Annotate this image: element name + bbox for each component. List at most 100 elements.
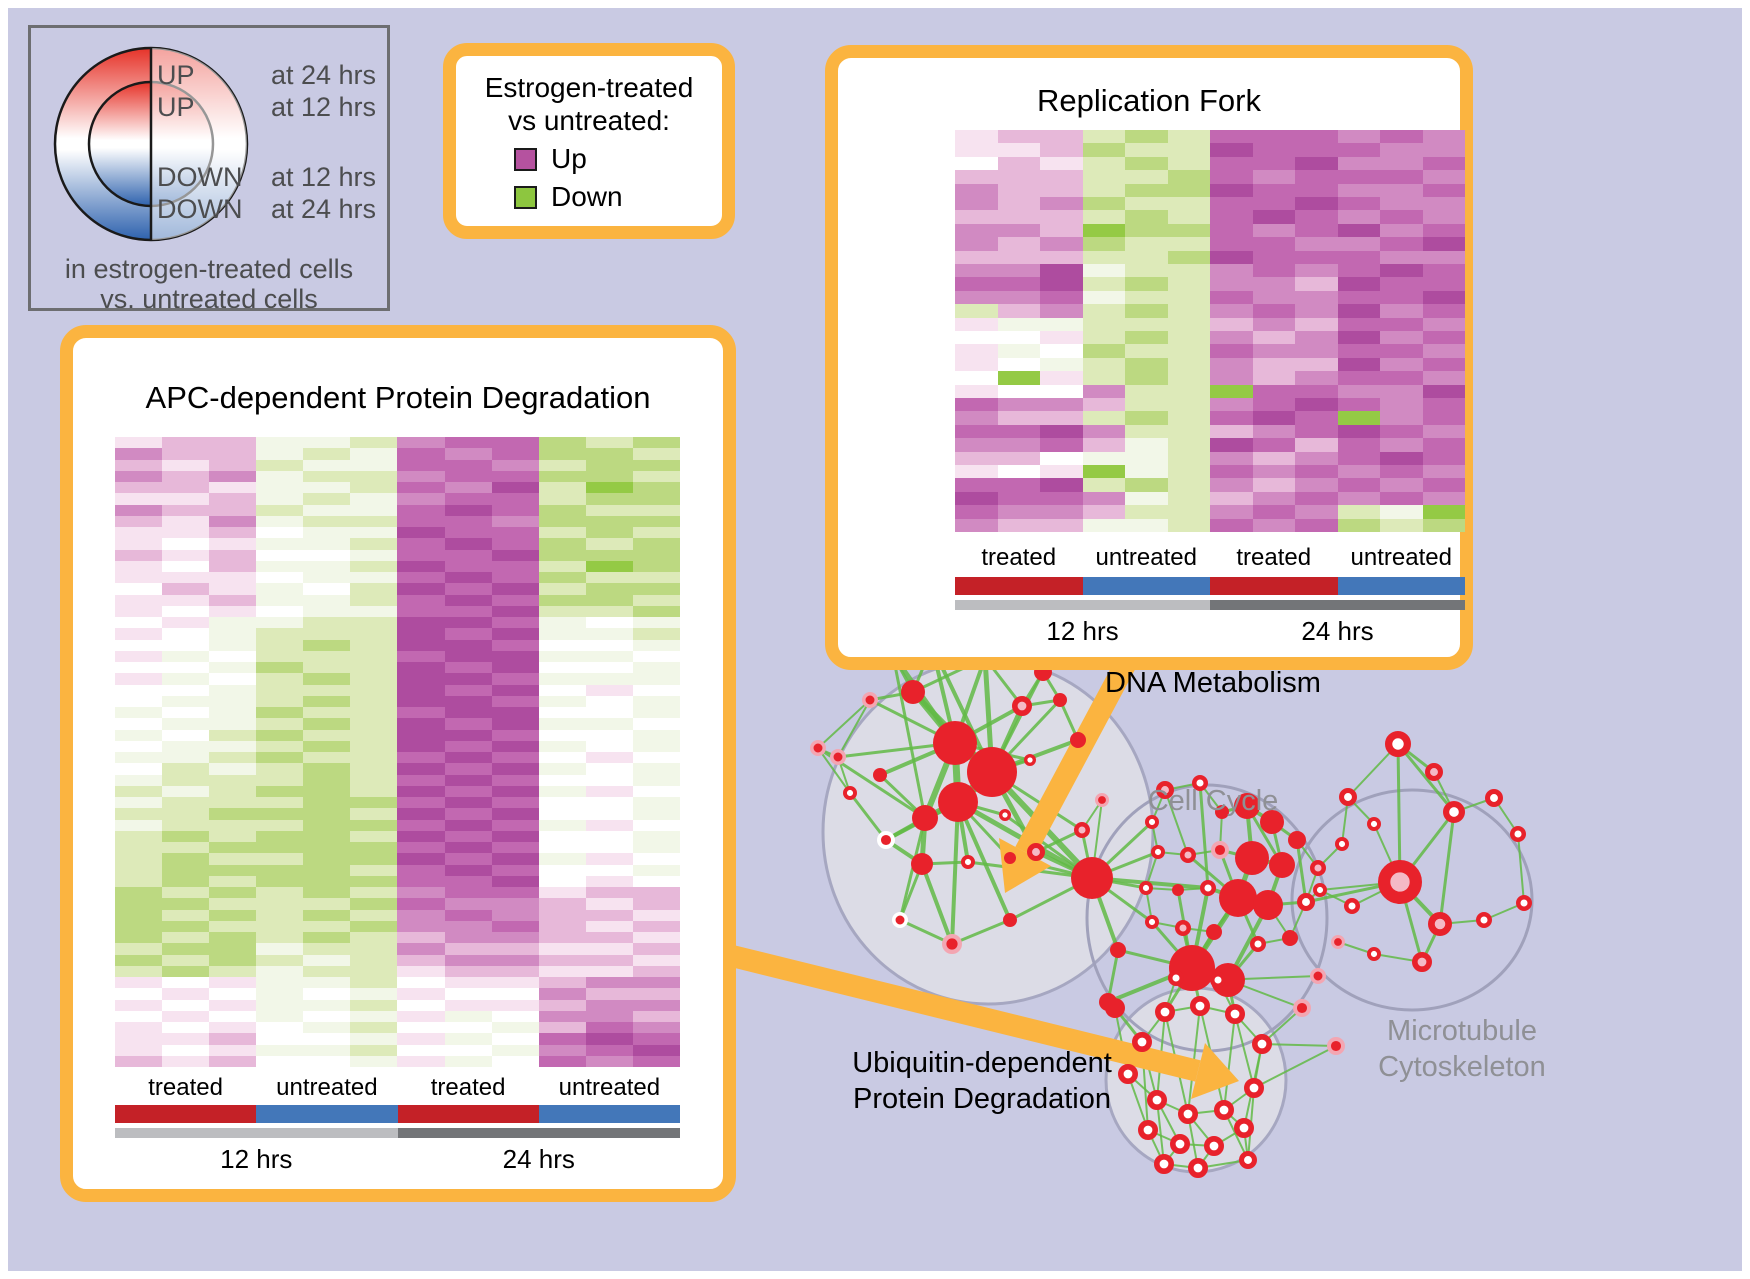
- heatmap-cell: [955, 143, 998, 157]
- heatmap-cell: [350, 437, 398, 449]
- heatmap-cell: [997, 170, 1040, 184]
- heatmap-cell: [209, 887, 257, 899]
- heatmap-cell: [538, 594, 586, 606]
- heatmap-cell: [1295, 464, 1338, 479]
- heatmap-cell: [538, 718, 586, 730]
- heatmap-cell: [585, 1022, 633, 1034]
- heatmap-cell: [955, 397, 998, 412]
- heatmap-cell: [350, 560, 398, 572]
- heatmap-cell: [632, 864, 680, 876]
- heatmap-cell: [997, 183, 1040, 197]
- heatmap-cell: [397, 617, 445, 629]
- replication-fork-heatmap: [955, 130, 1465, 532]
- heatmap-cell: [209, 695, 257, 707]
- heatmap-cell: [444, 752, 492, 764]
- heatmap-cell: [1295, 183, 1338, 197]
- heatmap-cell: [444, 650, 492, 662]
- heatmap-cell: [1167, 411, 1210, 425]
- heatmap-cell: [1422, 491, 1465, 506]
- heatmap-cell: [397, 819, 445, 831]
- heatmap-cell: [997, 505, 1040, 519]
- heatmap-cell: [955, 357, 998, 372]
- heatmap-cell: [350, 920, 398, 932]
- heatmap-cell: [1082, 411, 1125, 425]
- heatmap-cell: [1040, 411, 1083, 425]
- heatmap-cell: [397, 560, 445, 572]
- heatmap-cell: [115, 617, 163, 629]
- heatmap-cell: [350, 1010, 398, 1022]
- heatmap-cell: [350, 808, 398, 820]
- heatmap-cell: [632, 920, 680, 932]
- heatmap-cell: [632, 819, 680, 831]
- heatmap-cell: [350, 932, 398, 944]
- heatmap-cell: [350, 459, 398, 471]
- heatmap-cell: [585, 965, 633, 977]
- heatmap-cell: [397, 988, 445, 1000]
- heatmap-cell: [632, 583, 680, 595]
- heatmap-cell: [585, 752, 633, 764]
- heatmap-cell: [1040, 143, 1083, 157]
- heatmap-cell: [585, 999, 633, 1011]
- heatmap-cell: [115, 639, 163, 651]
- apc-group-label-2: untreated: [276, 1074, 378, 1101]
- heatmap-cell: [585, 830, 633, 842]
- heatmap-cell: [1380, 451, 1423, 465]
- heatmap-cell: [350, 504, 398, 516]
- ring-caption-line2: vs. untreated cells: [100, 284, 318, 308]
- heatmap-cell: [538, 1033, 586, 1045]
- heatmap-cell: [491, 853, 539, 865]
- heatmap-cell: [955, 384, 998, 398]
- heatmap-cell: [491, 999, 539, 1011]
- heatmap-cell: [491, 1022, 539, 1034]
- heatmap-cell: [491, 830, 539, 842]
- heatmap-cell: [397, 639, 445, 651]
- heatmap-cell: [115, 1033, 163, 1045]
- heatmap-cell: [162, 898, 210, 910]
- up-label: Up: [551, 143, 587, 174]
- heatmap-cell: [997, 304, 1040, 318]
- heatmap-cell: [1082, 237, 1125, 251]
- heatmap-cell: [538, 527, 586, 539]
- heatmap-cell: [397, 1033, 445, 1045]
- heatmap-cell: [1210, 317, 1253, 331]
- heatmap-cell: [162, 549, 210, 561]
- heatmap-cell: [303, 527, 351, 539]
- heatmap-cell: [444, 1055, 492, 1067]
- heatmap-cell: [1252, 156, 1295, 171]
- heatmap-cell: [115, 864, 163, 876]
- heatmap-cell: [491, 605, 539, 617]
- heatmap-cell: [585, 988, 633, 1000]
- heatmap-cell: [444, 965, 492, 977]
- heatmap-cell: [1380, 317, 1423, 331]
- heatmap-cell: [162, 628, 210, 640]
- heatmap-cell: [444, 909, 492, 921]
- heatmap-cell: [1082, 290, 1125, 305]
- heatmap-cell: [444, 538, 492, 550]
- heatmap-cell: [397, 853, 445, 865]
- heatmap-cell: [955, 223, 998, 238]
- heatmap-cell: [1380, 223, 1423, 238]
- heatmap-cell: [585, 864, 633, 876]
- heatmap-cell: [162, 842, 210, 854]
- heatmap-cell: [162, 560, 210, 572]
- heatmap-cell: [397, 887, 445, 899]
- ring-row4-word: DOWN: [157, 194, 242, 224]
- heatmap-cell: [1380, 438, 1423, 452]
- heatmap-cell: [1422, 330, 1465, 345]
- heatmap-cell: [632, 628, 680, 640]
- heatmap-cell: [115, 932, 163, 944]
- heatmap-cell: [585, 515, 633, 527]
- heatmap-cell: [1040, 371, 1083, 385]
- heatmap-cell: [1295, 304, 1338, 318]
- updown-legend-box: Estrogen-treated vs untreated: Up Down: [443, 43, 735, 239]
- heatmap-cell: [350, 662, 398, 674]
- heatmap-cell: [256, 605, 304, 617]
- heatmap-cell: [1380, 263, 1423, 278]
- heatmap-cell: [303, 707, 351, 719]
- heatmap-cell: [209, 943, 257, 955]
- heatmap-cell: [1082, 464, 1125, 479]
- apc-heatmap: [115, 437, 680, 1067]
- heatmap-cell: [1337, 196, 1380, 211]
- heatmap-cell: [1125, 384, 1168, 398]
- heatmap-cell: [397, 977, 445, 989]
